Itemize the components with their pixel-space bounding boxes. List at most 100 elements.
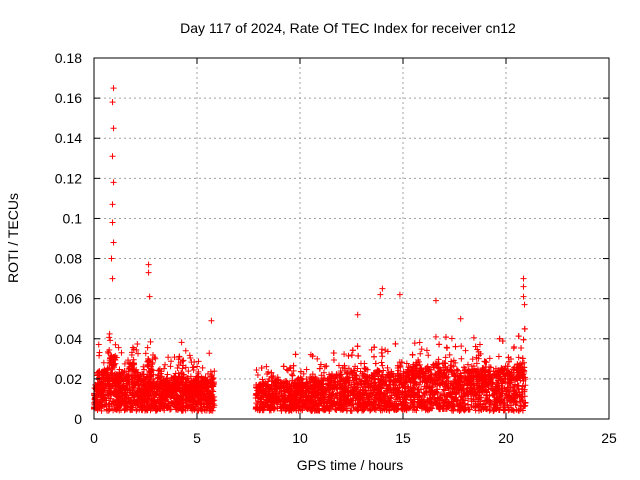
data-point [401,380,408,387]
data-point [363,374,370,381]
data-point [439,379,446,386]
data-point [185,368,192,375]
data-point [402,379,409,386]
data-point [435,404,442,411]
data-point [470,334,477,341]
data-point [167,394,174,401]
data-point [140,363,147,370]
data-point [254,371,261,378]
data-point [352,388,359,395]
data-point [521,386,528,393]
data-point [258,364,265,371]
data-point [105,401,112,408]
data-point [517,406,524,413]
data-point [482,358,489,365]
data-point [99,369,106,376]
data-point [372,360,379,367]
data-point [158,368,165,375]
data-point [176,353,183,360]
data-point [290,367,297,374]
data-point [359,386,366,393]
data-point [146,367,153,374]
data-point [320,375,327,382]
data-point [290,389,297,396]
data-point [378,359,385,366]
data-point [355,352,362,359]
data-point [118,369,125,376]
data-point [358,381,365,388]
data-point [266,391,273,398]
data-point [437,367,444,374]
data-point [330,356,337,363]
data-point [171,374,178,381]
data-point [345,365,352,372]
data-point [266,383,273,390]
data-point [337,368,344,375]
data-point [115,344,122,351]
data-point [309,383,316,390]
data-point [281,388,288,395]
data-point [457,379,464,386]
data-point [470,402,477,409]
data-point [145,379,152,386]
data-point [404,373,411,380]
data-point [486,392,493,399]
data-point [105,385,112,392]
data-point [308,375,315,382]
data-point [139,386,146,393]
data-point [349,347,356,354]
data-point [505,404,512,411]
data-point [183,385,190,392]
data-point [211,402,218,409]
data-point [257,406,264,413]
data-point [289,377,296,384]
data-point [421,398,428,405]
data-point [350,381,357,388]
data-point [375,383,382,390]
data-point [377,407,384,414]
data-point [418,396,425,403]
data-point [190,389,197,396]
data-point [416,361,423,368]
data-point [171,383,178,390]
data-point [371,405,378,412]
data-point [457,400,464,407]
data-point [334,381,341,388]
data-point [94,386,101,393]
data-point [338,371,345,378]
data-point [380,378,387,385]
data-point [106,330,113,337]
data-point [445,373,452,380]
data-point [376,401,383,408]
data-point [395,375,402,382]
data-point [325,404,332,411]
data-point [210,379,217,386]
data-point [153,398,160,405]
data-point [490,407,497,414]
data-point [286,402,293,409]
data-point [463,387,470,394]
data-point [492,371,499,378]
data-point [112,375,119,382]
data-point [135,350,142,357]
data-point [393,378,400,385]
data-point [521,364,528,371]
data-point [188,359,195,366]
data-point [465,367,472,374]
data-point [297,368,304,375]
data-point [409,391,416,398]
data-point [133,346,140,353]
data-point [150,371,157,378]
data-point [158,385,165,392]
data-point [266,376,273,383]
data-point [382,347,389,354]
data-point [348,352,355,359]
data-point [114,380,121,387]
data-point [481,387,488,394]
data-point [484,389,491,396]
data-point [165,382,172,389]
data-point [373,370,380,377]
data-point [259,389,266,396]
data-point [444,392,451,399]
